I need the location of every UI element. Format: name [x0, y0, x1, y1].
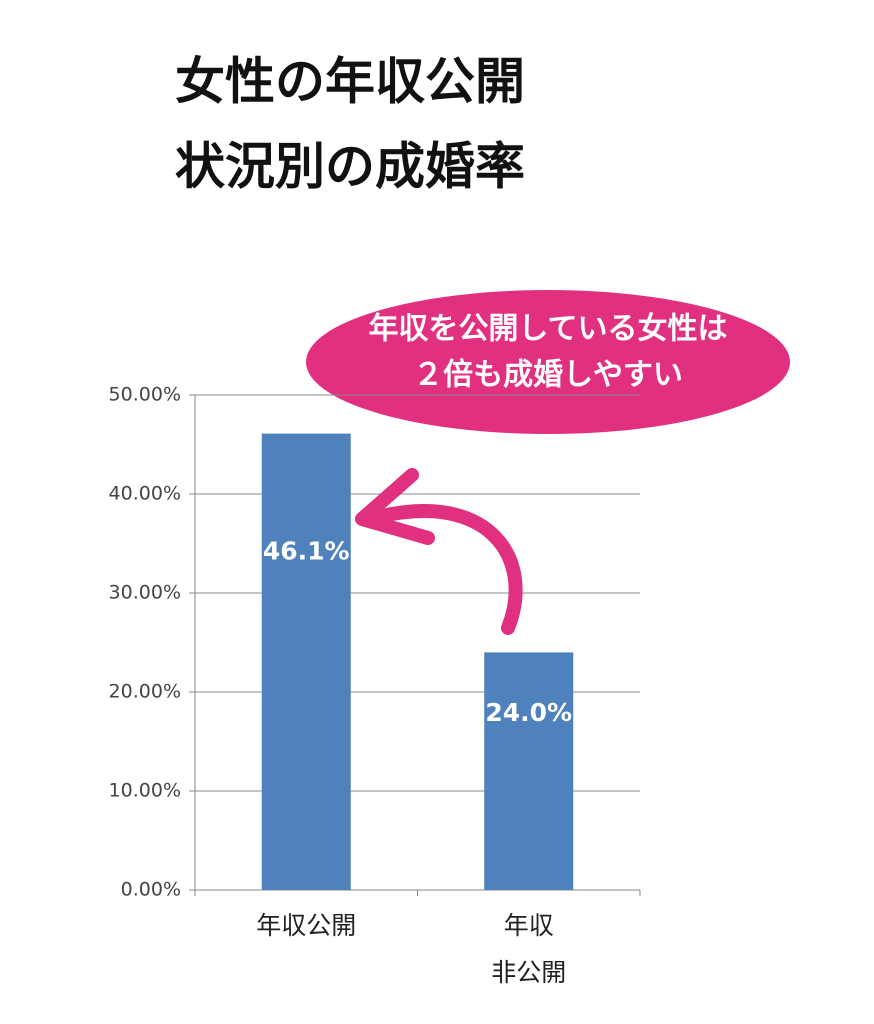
x-tick-label: 非公開	[491, 958, 566, 987]
y-tick-label: 40.00%	[109, 483, 181, 505]
value-label: 24.0%	[485, 698, 572, 727]
chart-title: 女性の年収公開	[175, 53, 525, 111]
y-tick-label: 10.00%	[109, 780, 181, 802]
chart-title: 状況別の成婚率	[175, 138, 525, 196]
bar	[484, 652, 574, 890]
arrow	[371, 504, 523, 635]
x-tick-label: 年収公開	[256, 911, 356, 940]
annotation: 年収を公開している女性は	[368, 312, 727, 347]
y-tick-label: 0.00%	[121, 879, 181, 901]
bar	[261, 433, 351, 890]
y-tick-label: 20.00%	[109, 681, 181, 703]
x-tick-label: 年収	[504, 911, 554, 940]
annotation: ２倍も成婚しやすい	[413, 358, 683, 393]
y-tick-label: 30.00%	[109, 582, 181, 604]
y-tick-label: 50.00%	[109, 384, 181, 406]
callout-bubble	[306, 290, 790, 434]
value-label: 46.1%	[263, 536, 350, 565]
arrow-head	[355, 468, 435, 545]
